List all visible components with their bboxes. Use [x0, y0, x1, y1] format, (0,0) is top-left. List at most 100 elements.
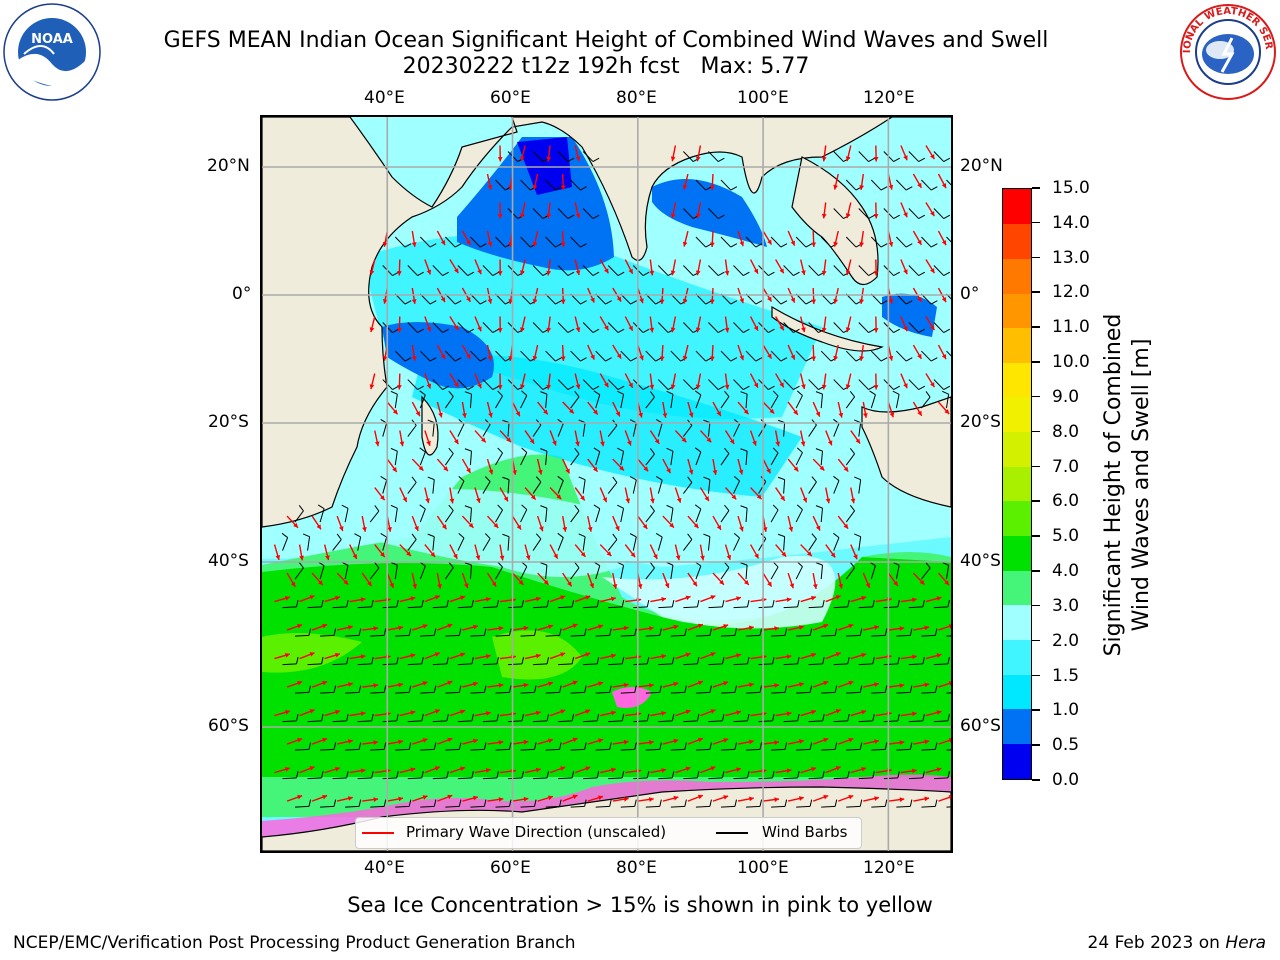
lon-tick-bottom: 40°E: [364, 858, 405, 878]
wind-barb: [858, 208, 869, 219]
wind-barb: [520, 509, 528, 523]
wind-barb: [870, 179, 882, 191]
wind-barb: [745, 236, 757, 248]
wind-barb: [307, 720, 322, 723]
wind-barb: [394, 508, 398, 523]
wind-barb-flag: [784, 628, 788, 636]
wave-direction-arrowhead: [623, 739, 629, 745]
wind-barb: [707, 536, 711, 551]
wind-barb-flag: [417, 271, 424, 277]
wind-barb-flag: [666, 561, 674, 566]
wave-direction-arrowhead: [414, 526, 419, 531]
wind-barb: [845, 396, 855, 409]
wave-direction-arrowhead: [682, 184, 688, 190]
wind-barb-flag: [905, 300, 913, 305]
wave-direction-arrowhead: [487, 241, 493, 247]
wave-direction-arrowhead: [789, 583, 795, 589]
wave-direction-arrowhead: [466, 296, 471, 302]
wave-direction-arrowhead: [575, 441, 580, 447]
wind-barb-flag: [534, 685, 537, 693]
wind-barb: [545, 565, 548, 580]
wind-barb-flag: [458, 685, 462, 693]
wave-direction-arrowhead: [546, 384, 552, 390]
wind-barb-flag: [893, 214, 900, 219]
wind-barb: [783, 720, 798, 723]
wind-barb-flag: [684, 799, 687, 807]
colorbar-tick-mark: [1032, 500, 1040, 502]
colorbar-tick-mark: [1032, 709, 1040, 711]
wind-barb-flag: [454, 357, 462, 362]
wind-barb-flag: [321, 599, 324, 607]
wind-barb: [820, 236, 832, 248]
wave-direction-arrowhead: [726, 554, 732, 560]
wave-direction-arrowhead: [723, 681, 729, 686]
wind-barb: [758, 720, 773, 723]
wind-barb: [520, 748, 535, 751]
wave-direction-arrowhead: [575, 327, 581, 333]
wind-barb-flag: [696, 713, 700, 722]
wave-direction-arrowhead: [590, 297, 595, 303]
wind-barb-flag: [612, 533, 618, 540]
wind-barb-flag: [308, 742, 312, 750]
colorbar-tick-label: 10.0: [1052, 352, 1090, 373]
colorbar-tick-label: 5.0: [1052, 526, 1080, 547]
wave-direction-arrowhead: [412, 583, 418, 589]
wind-barb: [370, 634, 385, 637]
wave-direction-arrowhead: [553, 553, 558, 559]
wind-barb-flag: [930, 300, 938, 305]
wave-direction-arrowhead: [616, 353, 622, 359]
wind-barb: [883, 720, 898, 723]
wind-barb: [946, 692, 951, 694]
wave-direction-arrowhead: [873, 385, 879, 390]
wind-barb-flag: [822, 656, 825, 665]
wind-barb-flag: [671, 713, 675, 722]
wind-barb-flag: [433, 742, 437, 750]
wind-barb: [419, 394, 426, 409]
wind-barb-flag: [464, 448, 472, 452]
wind-barb: [582, 479, 586, 494]
wind-barb-flag: [721, 713, 725, 722]
wind-barb: [733, 606, 748, 609]
wind-barb: [532, 208, 544, 219]
wave-direction-arrowhead: [845, 156, 851, 162]
wind-barb-flag: [557, 475, 564, 481]
wave-direction-arrowhead: [859, 356, 865, 361]
wind-barb: [445, 634, 460, 637]
wind-barb-flag: [884, 742, 888, 750]
wind-barb: [382, 606, 397, 609]
wind-barb: [520, 452, 528, 466]
wave-direction-arrowhead: [611, 710, 616, 716]
wave-direction-arrowhead: [410, 596, 416, 601]
wind-barb: [720, 179, 732, 191]
wave-direction-arrowhead: [936, 767, 942, 772]
wind-barb-flag: [404, 300, 412, 305]
wind-barb-flag: [502, 419, 510, 424]
wave-direction-arrowhead: [369, 270, 375, 276]
wind-barb: [495, 509, 503, 523]
wave-direction-arrowhead: [753, 382, 759, 388]
wind-barb: [746, 805, 761, 808]
wind-barb: [645, 350, 656, 362]
wind-barb: [720, 453, 730, 466]
colorbar-tick-mark: [1032, 639, 1040, 642]
colorbar-tick-label: 11.0: [1052, 317, 1090, 338]
wind-barb-flag: [559, 799, 562, 807]
wind-barb: [720, 805, 735, 808]
wave-direction-arrowhead: [669, 522, 674, 528]
wind-barb: [582, 322, 594, 333]
wave-direction-arrowhead: [347, 739, 353, 744]
wave-direction-arrowhead: [284, 595, 290, 601]
wind-barb: [608, 663, 623, 666]
wind-barb: [394, 394, 398, 409]
wind-barb: [470, 350, 481, 362]
wave-direction-arrowhead: [812, 584, 818, 589]
wind-barb-flag: [508, 742, 512, 750]
wind-barb-flag: [567, 385, 575, 391]
wind-barb: [808, 481, 817, 494]
wave-direction-arrowhead: [497, 328, 503, 333]
wave-direction-arrowhead: [422, 681, 428, 686]
wind-barb-flag: [433, 799, 437, 807]
wind-barb-flag: [930, 243, 938, 248]
wind-barb: [758, 424, 767, 437]
wind-barb-flag: [336, 533, 342, 540]
